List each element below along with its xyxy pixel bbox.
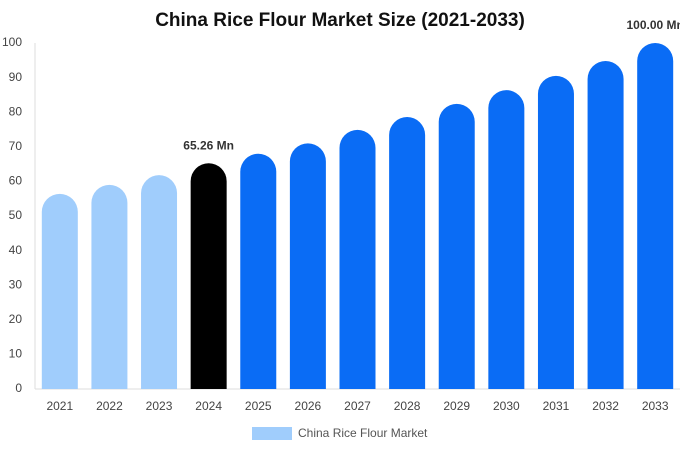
bar	[389, 117, 426, 389]
y-tick-label: 80	[9, 104, 23, 118]
value-label: 100.00 Mn	[627, 18, 680, 32]
bar	[488, 90, 525, 389]
x-tick-label: 2029	[443, 399, 470, 413]
x-tick-label: 2022	[96, 399, 123, 413]
x-tick-label: 2031	[543, 399, 570, 413]
bar	[240, 153, 277, 389]
bar	[537, 75, 574, 390]
chart-title: China Rice Flour Market Size (2021-2033)	[155, 10, 525, 31]
y-tick-label: 20	[9, 312, 23, 326]
bar	[438, 103, 475, 390]
x-tick-label: 2021	[46, 399, 73, 413]
bar	[587, 60, 624, 389]
y-tick-label: 40	[9, 243, 23, 257]
bar	[289, 143, 326, 389]
bar	[141, 175, 178, 389]
bar	[91, 184, 128, 389]
y-tick-label: 30	[9, 277, 23, 291]
x-tick-label: 2032	[592, 399, 619, 413]
y-tick-label: 50	[9, 208, 23, 222]
x-tick-label: 2028	[394, 399, 421, 413]
bar	[637, 43, 674, 389]
x-tick-label: 2027	[344, 399, 371, 413]
y-tick-label: 60	[9, 174, 23, 188]
y-tick-label: 90	[9, 70, 23, 84]
x-tick-label: 2025	[245, 399, 272, 413]
y-tick-label: 70	[9, 139, 23, 153]
legend-label: China Rice Flour Market	[298, 426, 428, 440]
y-tick-label: 0	[15, 381, 22, 395]
bar	[41, 193, 78, 389]
y-tick-label: 100	[2, 35, 22, 49]
x-tick-label: 2024	[195, 399, 222, 413]
value-label: 65.26 Mn	[183, 138, 234, 152]
x-tick-label: 2026	[295, 399, 322, 413]
x-tick-label: 2023	[146, 399, 173, 413]
legend-swatch	[252, 427, 292, 440]
x-tick-label: 2033	[642, 399, 669, 413]
bar	[190, 163, 227, 389]
x-tick-label: 2030	[493, 399, 520, 413]
y-tick-label: 10	[9, 347, 23, 361]
bar	[339, 129, 376, 389]
